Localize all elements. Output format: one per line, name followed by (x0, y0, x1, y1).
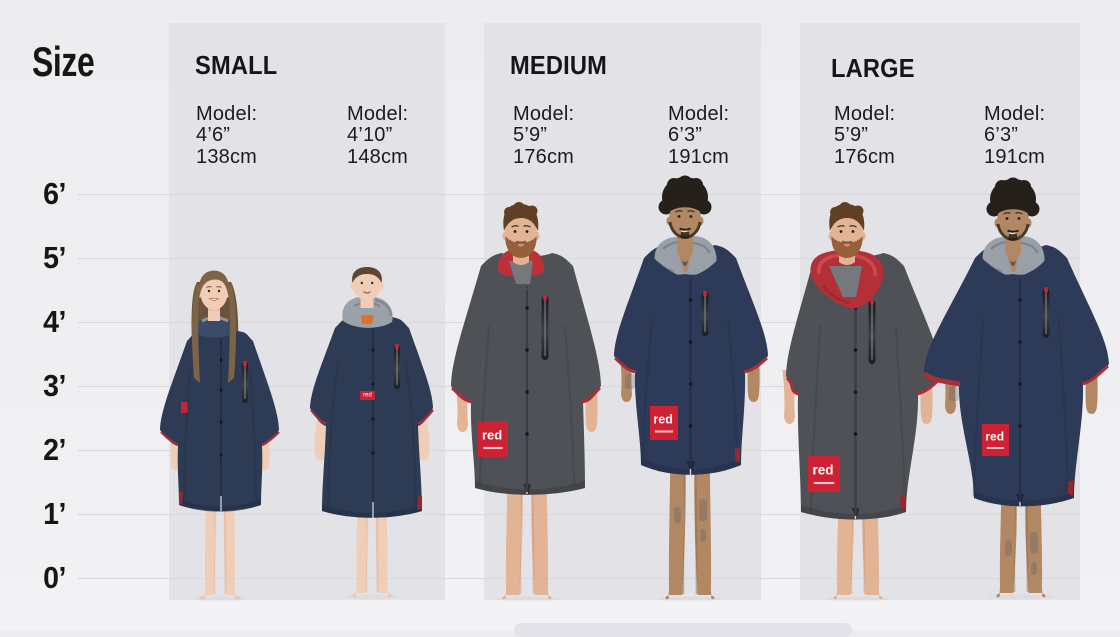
svg-text:red: red (813, 463, 834, 478)
svg-text:red: red (363, 393, 372, 399)
svg-text:red: red (482, 428, 502, 443)
svg-text:red: red (985, 430, 1004, 444)
svg-text:red: red (653, 413, 672, 427)
